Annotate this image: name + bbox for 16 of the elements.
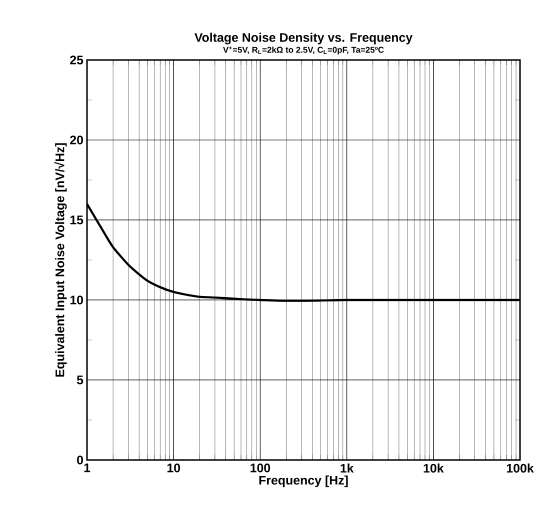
x-tick-label: 1k bbox=[340, 464, 354, 473]
x-tick-label: 10 bbox=[167, 464, 180, 472]
y-tick-label: 20 bbox=[70, 136, 83, 144]
x-tick-label: 1 bbox=[84, 464, 90, 472]
x-axis-title: Frequency [Hz] bbox=[259, 476, 348, 488]
y-tick-label: 25 bbox=[70, 56, 84, 64]
chart-title: Voltage Noise Density vs. Frequency bbox=[194, 32, 413, 44]
x-tick-label: 10k bbox=[424, 464, 444, 473]
x-tick-label: 100 bbox=[250, 464, 270, 472]
y-axis-title: Equivalent Input Noise Voltage [nV/√Hz] bbox=[54, 143, 67, 377]
y-tick-label: 10 bbox=[70, 296, 83, 304]
chart-subtitle: V$^{+}$=5V, R$_{L}$=2kΩ to 2.5V, C$_{L}$=0pF, Ta=25ºC bbox=[223, 46, 384, 54]
y-tick-label: 15 bbox=[70, 216, 84, 224]
x-tick-label: 100k bbox=[506, 464, 534, 473]
y-tick-label: 0 bbox=[77, 456, 83, 464]
y-tick-label: 5 bbox=[76, 376, 84, 384]
